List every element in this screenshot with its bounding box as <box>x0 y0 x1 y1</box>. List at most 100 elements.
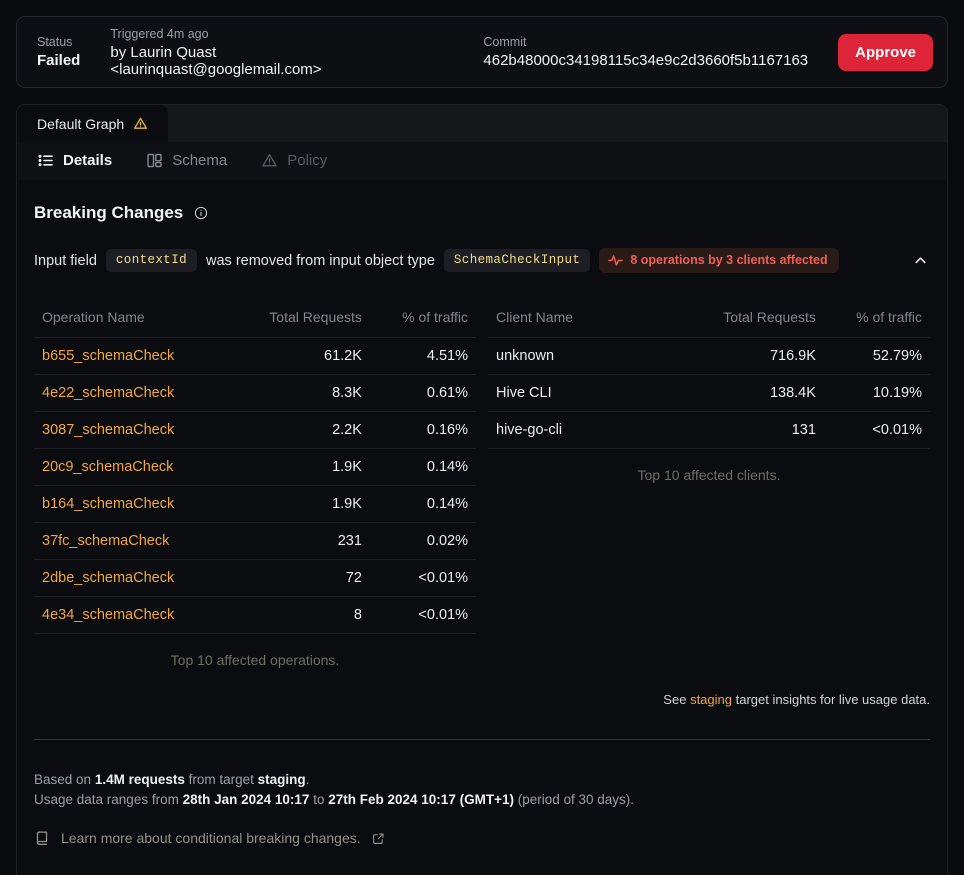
clients-table-wrap: Client Name Total Requests % of traffic … <box>488 298 930 483</box>
table-row: 2dbe_schemaCheck 72 <0.01% <box>34 559 476 597</box>
external-link-icon <box>372 832 385 845</box>
traffic-cell: 0.16% <box>369 411 476 449</box>
info-icon[interactable] <box>194 206 208 220</box>
client-name-cell: hive-go-cli <box>488 411 692 449</box>
triggered-label: Triggered 4m ago <box>110 26 209 41</box>
details-content: Breaking Changes Input field contextId w… <box>17 180 947 875</box>
requests-cell: 1.9K <box>237 485 370 523</box>
operation-link[interactable]: 3087_schemaCheck <box>42 421 175 438</box>
requests-cell: 2.2K <box>237 411 370 449</box>
operations-header-row: Operation Name Total Requests % of traff… <box>34 298 476 338</box>
activity-pulse-icon <box>608 254 624 267</box>
learn-more-link[interactable]: Learn more about conditional breaking ch… <box>34 830 930 846</box>
list-icon <box>37 152 54 169</box>
table-row: 4e34_schemaCheck 8 <0.01% <box>34 596 476 634</box>
traffic-cell: <0.01% <box>369 559 476 597</box>
operation-link[interactable]: 20c9_schemaCheck <box>42 458 174 475</box>
usage-suffix: (period of 30 days). <box>517 792 635 807</box>
check-view-tabs: Details Schema Policy <box>17 142 947 180</box>
requests-cell: 61.2K <box>237 337 370 375</box>
table-row: 3087_schemaCheck 2.2K 0.16% <box>34 411 476 449</box>
requests-cell: 138.4K <box>691 374 824 412</box>
change-prefix: Input field <box>34 252 97 269</box>
requests-cell: 231 <box>237 522 370 560</box>
breaking-change-accordion-header[interactable]: Input field contextId was removed from i… <box>34 248 930 273</box>
affected-operations-badge: 8 operations by 3 clients affected <box>599 248 839 273</box>
usage-range-line: Usage data ranges from 28th Jan 2024 10:… <box>34 790 930 810</box>
client-name-cell: unknown <box>488 337 692 375</box>
table-row: b655_schemaCheck 61.2K 4.51% <box>34 337 476 375</box>
type-code-chip: SchemaCheckInput <box>443 249 591 272</box>
requests-total: 1.4M requests <box>94 772 185 787</box>
client-name-cell: Hive CLI <box>488 374 692 412</box>
warning-triangle-icon <box>261 152 278 169</box>
operation-link[interactable]: 37fc_schemaCheck <box>42 532 170 549</box>
traffic-cell: 0.02% <box>369 522 476 560</box>
requests-cell: 131 <box>691 411 824 449</box>
operations-caption: Top 10 affected operations. <box>170 652 340 668</box>
operation-link[interactable]: b655_schemaCheck <box>42 347 175 364</box>
table-row: b164_schemaCheck 1.9K 0.14% <box>34 485 476 523</box>
tab-policy-label: Policy <box>287 152 328 169</box>
section-title: Breaking Changes <box>34 203 184 222</box>
traffic-cell: 0.14% <box>369 485 476 523</box>
traffic-cell: 4.51% <box>369 337 476 375</box>
based-on-line: Based on 1.4M requests from target stagi… <box>34 770 930 790</box>
commit-hash: 462b48000c34198115c34e9c2d3660f5b1167163 <box>483 52 809 69</box>
clients-caption: Top 10 affected clients. <box>637 467 781 483</box>
note-suffix: target insights for live usage data. <box>735 692 930 707</box>
operation-link[interactable]: 2dbe_schemaCheck <box>42 569 175 586</box>
insights-note: See staging target insights for live usa… <box>34 692 930 707</box>
triggered-group: Triggered 4m ago by Laurin Quast <laurin… <box>110 27 345 78</box>
field-code-chip: contextId <box>105 249 198 272</box>
usage-to: to <box>313 792 325 807</box>
collapse-chevron-icon[interactable] <box>911 251 930 270</box>
col-traffic: % of traffic <box>823 298 930 338</box>
graph-tabstrip: Default Graph <box>17 105 947 142</box>
usage-prefix: Usage data ranges from <box>34 792 179 807</box>
col-total-requests: Total Requests <box>691 298 824 338</box>
operation-link[interactable]: 4e34_schemaCheck <box>42 606 175 623</box>
requests-cell: 8 <box>237 596 370 634</box>
tab-schema[interactable]: Schema <box>146 152 227 169</box>
status-group: Status Failed <box>37 35 80 69</box>
learn-more-label: Learn more about conditional breaking ch… <box>61 830 361 846</box>
operation-link[interactable]: b164_schemaCheck <box>42 495 175 512</box>
approve-button[interactable]: Approve <box>838 33 933 71</box>
triggered-author: by Laurin Quast <laurinquast@googlemail.… <box>110 43 322 78</box>
date-to: 27th Feb 2024 10:17 (GMT+1) <box>328 792 514 807</box>
requests-cell: 72 <box>237 559 370 597</box>
table-row: unknown 716.9K 52.79% <box>488 337 930 375</box>
warning-icon <box>133 116 148 131</box>
commit-label: Commit <box>483 35 527 49</box>
tab-policy[interactable]: Policy <box>261 152 327 169</box>
traffic-cell: <0.01% <box>823 411 930 449</box>
book-icon <box>34 830 50 846</box>
staging-link[interactable]: staging <box>690 692 732 707</box>
based-middle: from target <box>188 772 254 787</box>
schema-check-panel: Default Graph Details <box>16 104 948 875</box>
traffic-cell: 0.14% <box>369 448 476 486</box>
traffic-cell: 10.19% <box>823 374 930 412</box>
check-summary-card: Status Failed Triggered 4m ago by Laurin… <box>16 16 948 88</box>
status-value: Failed <box>37 52 81 69</box>
tab-schema-label: Schema <box>172 152 228 169</box>
commit-group: Commit 462b48000c34198115c34e9c2d3660f5b… <box>483 35 808 69</box>
tab-details[interactable]: Details <box>37 152 112 169</box>
date-from: 28th Jan 2024 10:17 <box>182 792 310 807</box>
target-name: staging <box>257 772 306 787</box>
operation-link[interactable]: 4e22_schemaCheck <box>42 384 175 401</box>
col-client-name: Client Name <box>488 298 692 338</box>
based-suffix: . <box>305 772 310 787</box>
columns-icon <box>146 152 163 169</box>
table-row: hive-go-cli 131 <0.01% <box>488 411 930 449</box>
status-label: Status <box>37 35 73 49</box>
tab-default-graph[interactable]: Default Graph <box>17 105 169 142</box>
table-row: 4e22_schemaCheck 8.3K 0.61% <box>34 374 476 412</box>
col-traffic: % of traffic <box>369 298 476 338</box>
traffic-cell: 0.61% <box>369 374 476 412</box>
requests-cell: 716.9K <box>691 337 824 375</box>
clients-header-row: Client Name Total Requests % of traffic <box>488 298 930 338</box>
section-divider <box>34 739 930 740</box>
col-total-requests: Total Requests <box>237 298 370 338</box>
